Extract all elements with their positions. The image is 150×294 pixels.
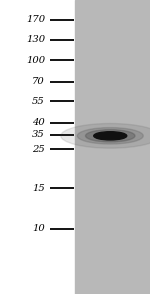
- Ellipse shape: [61, 123, 150, 148]
- Ellipse shape: [77, 128, 143, 144]
- Text: 35: 35: [32, 130, 45, 139]
- Text: 55: 55: [32, 97, 45, 106]
- Bar: [0, 0, 75, 294]
- Text: 25: 25: [32, 145, 45, 154]
- Bar: [75, 0, 150, 294]
- Ellipse shape: [85, 130, 135, 142]
- Text: 100: 100: [26, 56, 45, 65]
- Text: 10: 10: [32, 224, 45, 233]
- Text: 40: 40: [32, 118, 45, 127]
- Text: 130: 130: [26, 35, 45, 44]
- Ellipse shape: [94, 132, 127, 140]
- Text: 170: 170: [26, 16, 45, 24]
- Text: 15: 15: [32, 184, 45, 193]
- Text: 70: 70: [32, 77, 45, 86]
